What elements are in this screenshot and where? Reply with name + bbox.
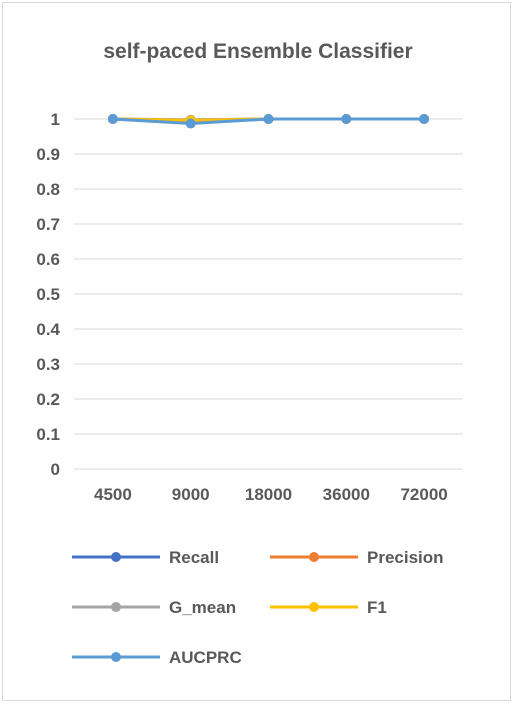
y-tick-label: 0.4	[36, 320, 60, 339]
legend-item: G_mean	[72, 598, 236, 617]
legend-item: Precision	[270, 548, 444, 567]
data-point	[107, 114, 118, 124]
y-tick-label: 0.5	[36, 285, 60, 304]
y-tick-label: 0.9	[36, 145, 60, 164]
data-point	[185, 118, 196, 129]
x-tick-label: 72000	[400, 485, 447, 504]
chart-title: self-paced Ensemble Classifier	[103, 40, 412, 63]
legend-label: Recall	[169, 548, 219, 567]
x-tick-label: 4500	[94, 485, 132, 504]
data-point	[341, 114, 352, 124]
data-point	[419, 114, 430, 124]
legend-item: AUCPRC	[72, 648, 242, 667]
legend-swatch-marker	[111, 602, 121, 612]
gridlines	[74, 118, 463, 470]
legend-swatch-marker	[111, 552, 121, 562]
legend-item: F1	[270, 598, 387, 617]
x-axis-tick-labels: 4500 9000 18000 36000 72000	[94, 485, 448, 504]
legend-label: G_mean	[169, 598, 236, 617]
y-tick-label: 0.1	[36, 425, 60, 444]
y-axis-tick-labels: 0 0.1 0.2 0.3 0.4 0.5 0.6 0.7 0.8 0.9 1	[36, 110, 60, 479]
y-tick-label: 1	[51, 110, 60, 129]
legend-label: AUCPRC	[169, 648, 242, 667]
series-layer	[107, 114, 430, 129]
y-tick-label: 0.6	[36, 250, 60, 269]
y-tick-label: 0.2	[36, 390, 60, 409]
legend-swatch-marker	[309, 552, 319, 562]
legend-item: Recall	[72, 548, 219, 567]
y-tick-label: 0.3	[36, 355, 60, 374]
legend-label: Precision	[367, 548, 444, 567]
y-tick-label: 0.7	[36, 215, 60, 234]
legend: Recall Precision G_mean F1 AUCPRC	[72, 548, 444, 667]
legend-swatch-marker	[309, 602, 319, 612]
x-tick-label: 18000	[245, 485, 292, 504]
legend-label: F1	[367, 598, 387, 617]
y-tick-label: 0.8	[36, 180, 60, 199]
y-tick-label: 0	[51, 460, 60, 479]
legend-swatch-marker	[111, 652, 121, 662]
series-aucprc	[107, 114, 430, 129]
x-tick-label: 36000	[323, 485, 370, 504]
data-point	[263, 114, 274, 124]
x-tick-label: 9000	[172, 485, 210, 504]
